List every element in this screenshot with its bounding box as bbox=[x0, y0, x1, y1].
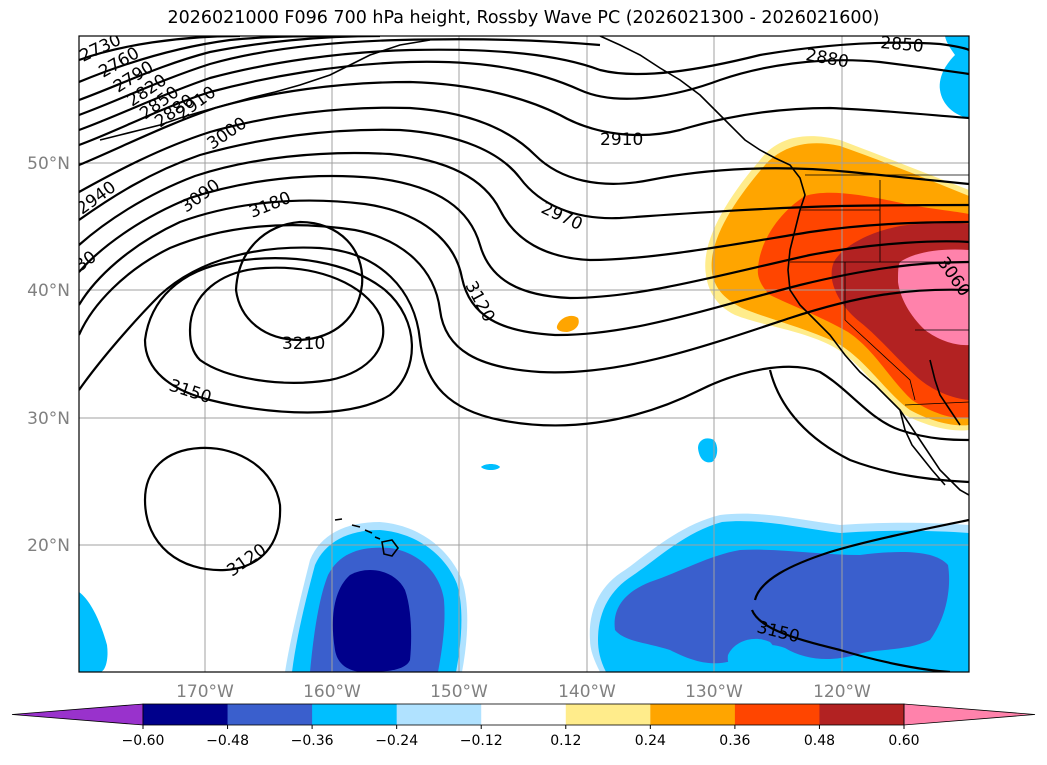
anomaly-fill-royal-blue bbox=[614, 549, 950, 664]
contour-label: 2910 bbox=[600, 130, 643, 150]
contour-2880 bbox=[79, 59, 969, 147]
contour-3210 bbox=[234, 220, 364, 342]
colorbar-tick-label: 0.36 bbox=[719, 733, 750, 749]
map-title: 2026021000 F096 700 hPa height, Rossby W… bbox=[167, 8, 880, 28]
contour-label: 3210 bbox=[282, 334, 325, 354]
colorbar-tick-label: 0.60 bbox=[888, 733, 919, 749]
anomaly-fill-pink bbox=[898, 249, 969, 346]
lon-label-150w: 150°W bbox=[430, 682, 488, 702]
coastline-alaska-panhandle bbox=[599, 36, 806, 211]
border-us-mexico bbox=[904, 401, 969, 406]
colorbar: −0.60 −0.48 −0.36 −0.24 −0.12 0.12 0.24 0.36 0.4… bbox=[11, 703, 1036, 749]
colorbar-tick-label: −0.60 bbox=[122, 733, 165, 749]
longitude-labels: 170°W 160°W 150°W 140°W 130°W 120°W bbox=[176, 682, 871, 702]
colorbar-segment bbox=[143, 704, 229, 725]
colorbar-extend-low bbox=[11, 703, 144, 726]
coastline-us-west bbox=[787, 209, 969, 496]
contour-3030 bbox=[79, 174, 969, 300]
lat-label-20n: 20°N bbox=[27, 536, 70, 556]
lat-label-30n: 30°N bbox=[27, 409, 70, 429]
colorbar-tick-label: −0.12 bbox=[460, 733, 503, 749]
contour-2940 bbox=[79, 106, 969, 193]
coastline-gulf-of-california bbox=[929, 359, 961, 426]
colorbar-segment bbox=[565, 704, 651, 725]
contour-3000 bbox=[79, 151, 969, 262]
anomaly-fill-left-blue bbox=[79, 592, 108, 672]
colorbar-segment bbox=[734, 704, 820, 725]
contour-2850 bbox=[79, 41, 969, 132]
lon-label-140w: 140°W bbox=[558, 682, 616, 702]
contour-3150-east bbox=[753, 518, 969, 601]
lon-label-160w: 160°W bbox=[303, 682, 361, 702]
contour-2790 bbox=[79, 36, 381, 102]
lon-label-130w: 130°W bbox=[685, 682, 743, 702]
contour-3090 bbox=[79, 224, 969, 374]
colorbar-tick-label: 0.24 bbox=[635, 733, 666, 749]
contour-3150 bbox=[143, 257, 413, 414]
colorbar-segment bbox=[396, 704, 482, 725]
colorbar-frame bbox=[142, 703, 905, 726]
colorbar-tick-label: 0.48 bbox=[804, 733, 835, 749]
map-frame bbox=[78, 35, 970, 673]
anomaly-fill-navy bbox=[332, 570, 412, 672]
negative-anomaly-region-hawaii bbox=[285, 522, 468, 672]
contour-label: 2850 bbox=[880, 33, 925, 57]
contour-2910 bbox=[79, 80, 969, 167]
contour-3180 bbox=[188, 266, 385, 384]
anomaly-fill-small-orange bbox=[556, 315, 579, 332]
contour-2820 bbox=[79, 38, 601, 117]
colorbar-extend-high bbox=[903, 703, 1036, 726]
negative-anomaly-region-east-pacific bbox=[79, 438, 969, 672]
anomaly-fill-small-blue-1 bbox=[698, 438, 718, 463]
border-ca-nv bbox=[844, 262, 916, 401]
colorbar-tick-label: −0.36 bbox=[291, 733, 334, 749]
lat-label-50n: 50°N bbox=[27, 154, 70, 174]
colorbar-segment bbox=[481, 704, 567, 725]
colorbar-segment bbox=[312, 704, 398, 725]
anomaly-fill-small-blue-2 bbox=[481, 464, 500, 470]
height-contours bbox=[79, 36, 969, 672]
latitude-labels: 50°N 40°N 30°N 20°N bbox=[27, 154, 70, 556]
colorbar-tick-label: 0.12 bbox=[550, 733, 581, 749]
contour-3120-main bbox=[79, 246, 969, 442]
map-area: 2730 2760 2790 2820 2850 2880 2910 3000 … bbox=[79, 33, 969, 672]
colorbar-segment bbox=[650, 704, 736, 725]
contour-3060 bbox=[79, 199, 969, 337]
lon-label-170w: 170°W bbox=[176, 682, 234, 702]
colorbar-segment bbox=[819, 704, 905, 725]
contour-3120-subtropical bbox=[143, 446, 282, 572]
colorbar-tick-label: −0.48 bbox=[206, 733, 249, 749]
contour-3120-east bbox=[768, 369, 969, 484]
contour-3150-east-lower bbox=[750, 609, 951, 672]
anomaly-fill-blue-patch bbox=[727, 638, 776, 672]
coastline-hawaii-islands bbox=[334, 518, 381, 540]
anomaly-fill-top-right-blue bbox=[939, 36, 969, 118]
contour-2970 bbox=[79, 128, 969, 221]
gridlines bbox=[79, 36, 969, 672]
lat-label-40n: 40°N bbox=[27, 281, 70, 301]
lon-label-120w: 120°W bbox=[813, 682, 871, 702]
colorbar-segment bbox=[227, 704, 313, 725]
colorbar-tick-label: −0.24 bbox=[375, 733, 418, 749]
coastline-baja bbox=[899, 409, 946, 486]
coastline-hawaii-big-island bbox=[381, 539, 399, 557]
